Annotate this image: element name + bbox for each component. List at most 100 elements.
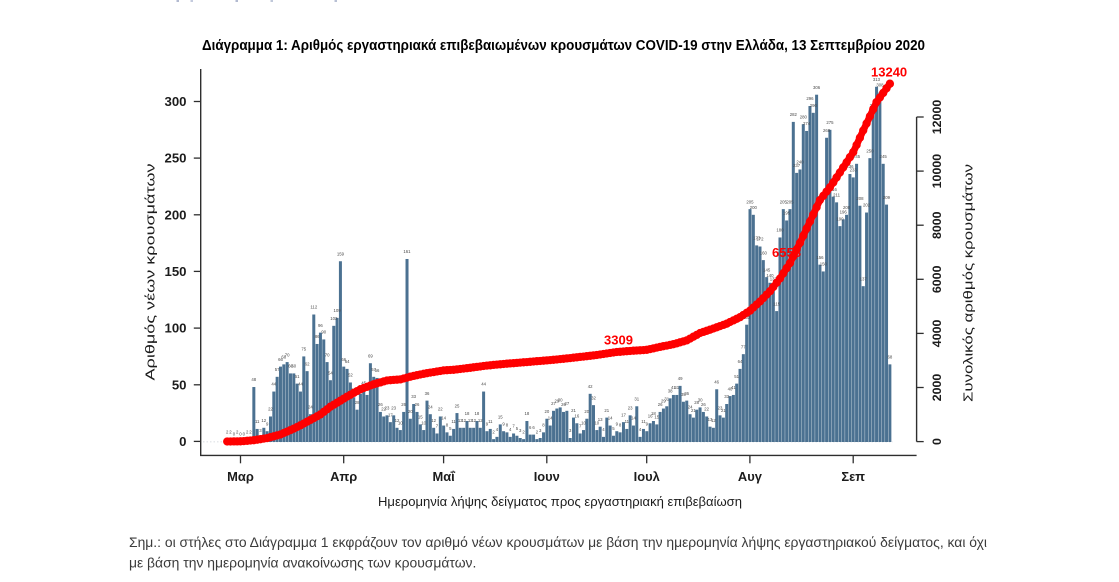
svg-text:115: 115 (773, 301, 780, 306)
svg-text:12: 12 (261, 418, 266, 423)
svg-text:4: 4 (602, 427, 605, 432)
svg-text:13240: 13240 (871, 65, 907, 80)
svg-text:15: 15 (498, 415, 503, 420)
svg-text:54: 54 (328, 370, 333, 375)
svg-text:9: 9 (502, 421, 505, 426)
svg-text:21: 21 (604, 408, 609, 413)
svg-text:4000: 4000 (930, 320, 944, 348)
svg-text:Διάγραμμα 1: Αριθμός εργαστηρι: Διάγραμμα 1: Αριθμός εργαστηριακά επιβεβ… (202, 37, 925, 54)
svg-text:6000: 6000 (930, 265, 944, 293)
svg-text:137: 137 (770, 276, 778, 281)
svg-text:12: 12 (471, 418, 476, 423)
svg-text:41: 41 (674, 385, 679, 390)
svg-text:8: 8 (446, 423, 449, 428)
svg-text:240: 240 (796, 160, 804, 165)
svg-text:20: 20 (408, 409, 413, 414)
svg-text:16: 16 (575, 414, 580, 419)
svg-text:12: 12 (468, 418, 473, 423)
svg-text:160: 160 (760, 250, 768, 255)
svg-text:26: 26 (658, 402, 663, 407)
svg-text:2: 2 (522, 429, 525, 434)
svg-text:36: 36 (425, 391, 430, 396)
svg-text:2: 2 (249, 429, 252, 434)
svg-text:290: 290 (810, 103, 818, 108)
svg-text:21: 21 (691, 408, 696, 413)
svg-text:9: 9 (266, 421, 269, 426)
svg-text:Σεπ: Σεπ (841, 469, 865, 484)
svg-text:Συνολικός αριθμός κρουσμάτων: Συνολικός αριθμός κρουσμάτων (961, 163, 976, 402)
svg-text:7: 7 (436, 424, 439, 429)
svg-text:17: 17 (621, 412, 626, 417)
svg-text:11: 11 (255, 419, 260, 424)
svg-text:60: 60 (291, 364, 296, 369)
svg-text:0: 0 (179, 434, 186, 449)
svg-text:20: 20 (584, 409, 589, 414)
svg-text:209: 209 (883, 195, 891, 200)
svg-text:190: 190 (836, 216, 844, 221)
svg-text:28: 28 (694, 400, 699, 405)
svg-text:96: 96 (318, 323, 323, 328)
svg-text:216: 216 (830, 187, 838, 192)
svg-text:35: 35 (681, 392, 686, 397)
svg-text:12: 12 (461, 418, 466, 423)
svg-text:202: 202 (863, 203, 871, 208)
svg-text:2000: 2000 (930, 374, 944, 402)
svg-text:31: 31 (664, 397, 669, 402)
svg-text:233: 233 (850, 168, 858, 173)
svg-text:9: 9 (646, 421, 649, 426)
svg-text:15: 15 (654, 415, 659, 420)
svg-text:9: 9 (616, 421, 619, 426)
svg-text:3: 3 (259, 428, 262, 433)
svg-text:13: 13 (598, 417, 603, 422)
svg-text:Αυγ: Αυγ (738, 469, 763, 484)
svg-text:180: 180 (776, 228, 784, 233)
svg-text:173: 173 (753, 236, 761, 241)
svg-text:9: 9 (486, 421, 489, 426)
svg-text:250: 250 (866, 148, 874, 153)
svg-text:109: 109 (334, 308, 342, 313)
svg-text:42: 42 (588, 384, 593, 389)
svg-text:172: 172 (756, 237, 764, 242)
svg-text:48: 48 (251, 377, 256, 382)
svg-text:274: 274 (803, 121, 811, 126)
svg-text:237: 237 (793, 163, 801, 168)
svg-text:156: 156 (816, 255, 824, 260)
svg-text:245: 245 (880, 154, 888, 159)
svg-text:52: 52 (348, 373, 353, 378)
svg-text:Μαΐ: Μαΐ (432, 469, 456, 484)
svg-text:280: 280 (800, 114, 808, 119)
svg-text:5: 5 (612, 426, 615, 431)
svg-text:20: 20 (545, 409, 550, 414)
svg-text:70: 70 (285, 352, 290, 357)
svg-text:30: 30 (698, 398, 703, 403)
svg-text:23: 23 (718, 406, 723, 411)
svg-text:205: 205 (780, 199, 788, 204)
svg-text:26: 26 (415, 402, 420, 407)
svg-text:23: 23 (385, 406, 390, 411)
svg-text:31: 31 (634, 397, 639, 402)
svg-text:50: 50 (172, 377, 187, 392)
svg-text:196: 196 (840, 210, 848, 215)
svg-text:11: 11 (451, 419, 456, 424)
svg-text:24: 24 (308, 404, 313, 409)
svg-text:3: 3 (569, 428, 572, 433)
svg-text:44: 44 (271, 382, 276, 387)
svg-text:64: 64 (345, 359, 350, 364)
svg-text:86: 86 (315, 334, 320, 339)
svg-text:150: 150 (820, 262, 828, 267)
svg-text:268: 268 (823, 128, 831, 133)
svg-text:46: 46 (714, 380, 719, 385)
svg-text:300: 300 (164, 94, 186, 109)
svg-text:Σημ.: οι στήλες στο Διάγραμμα: Σημ.: οι στήλες στο Διάγραμμα 1 εκφράζου… (129, 534, 987, 550)
svg-text:200: 200 (750, 205, 758, 210)
svg-text:7: 7 (512, 424, 515, 429)
svg-text:με βάση την ημερομηνία ανακοίν: με βάση την ημερομηνία ανακοίνωσης των κ… (129, 555, 476, 571)
svg-text:236: 236 (846, 164, 854, 169)
svg-text:0: 0 (233, 432, 236, 437)
svg-text:28: 28 (355, 400, 360, 405)
svg-text:36: 36 (684, 391, 689, 396)
svg-text:8: 8 (542, 423, 545, 428)
svg-text:6: 6 (529, 425, 532, 430)
svg-text:41: 41 (731, 385, 736, 390)
svg-text:56: 56 (375, 368, 380, 373)
